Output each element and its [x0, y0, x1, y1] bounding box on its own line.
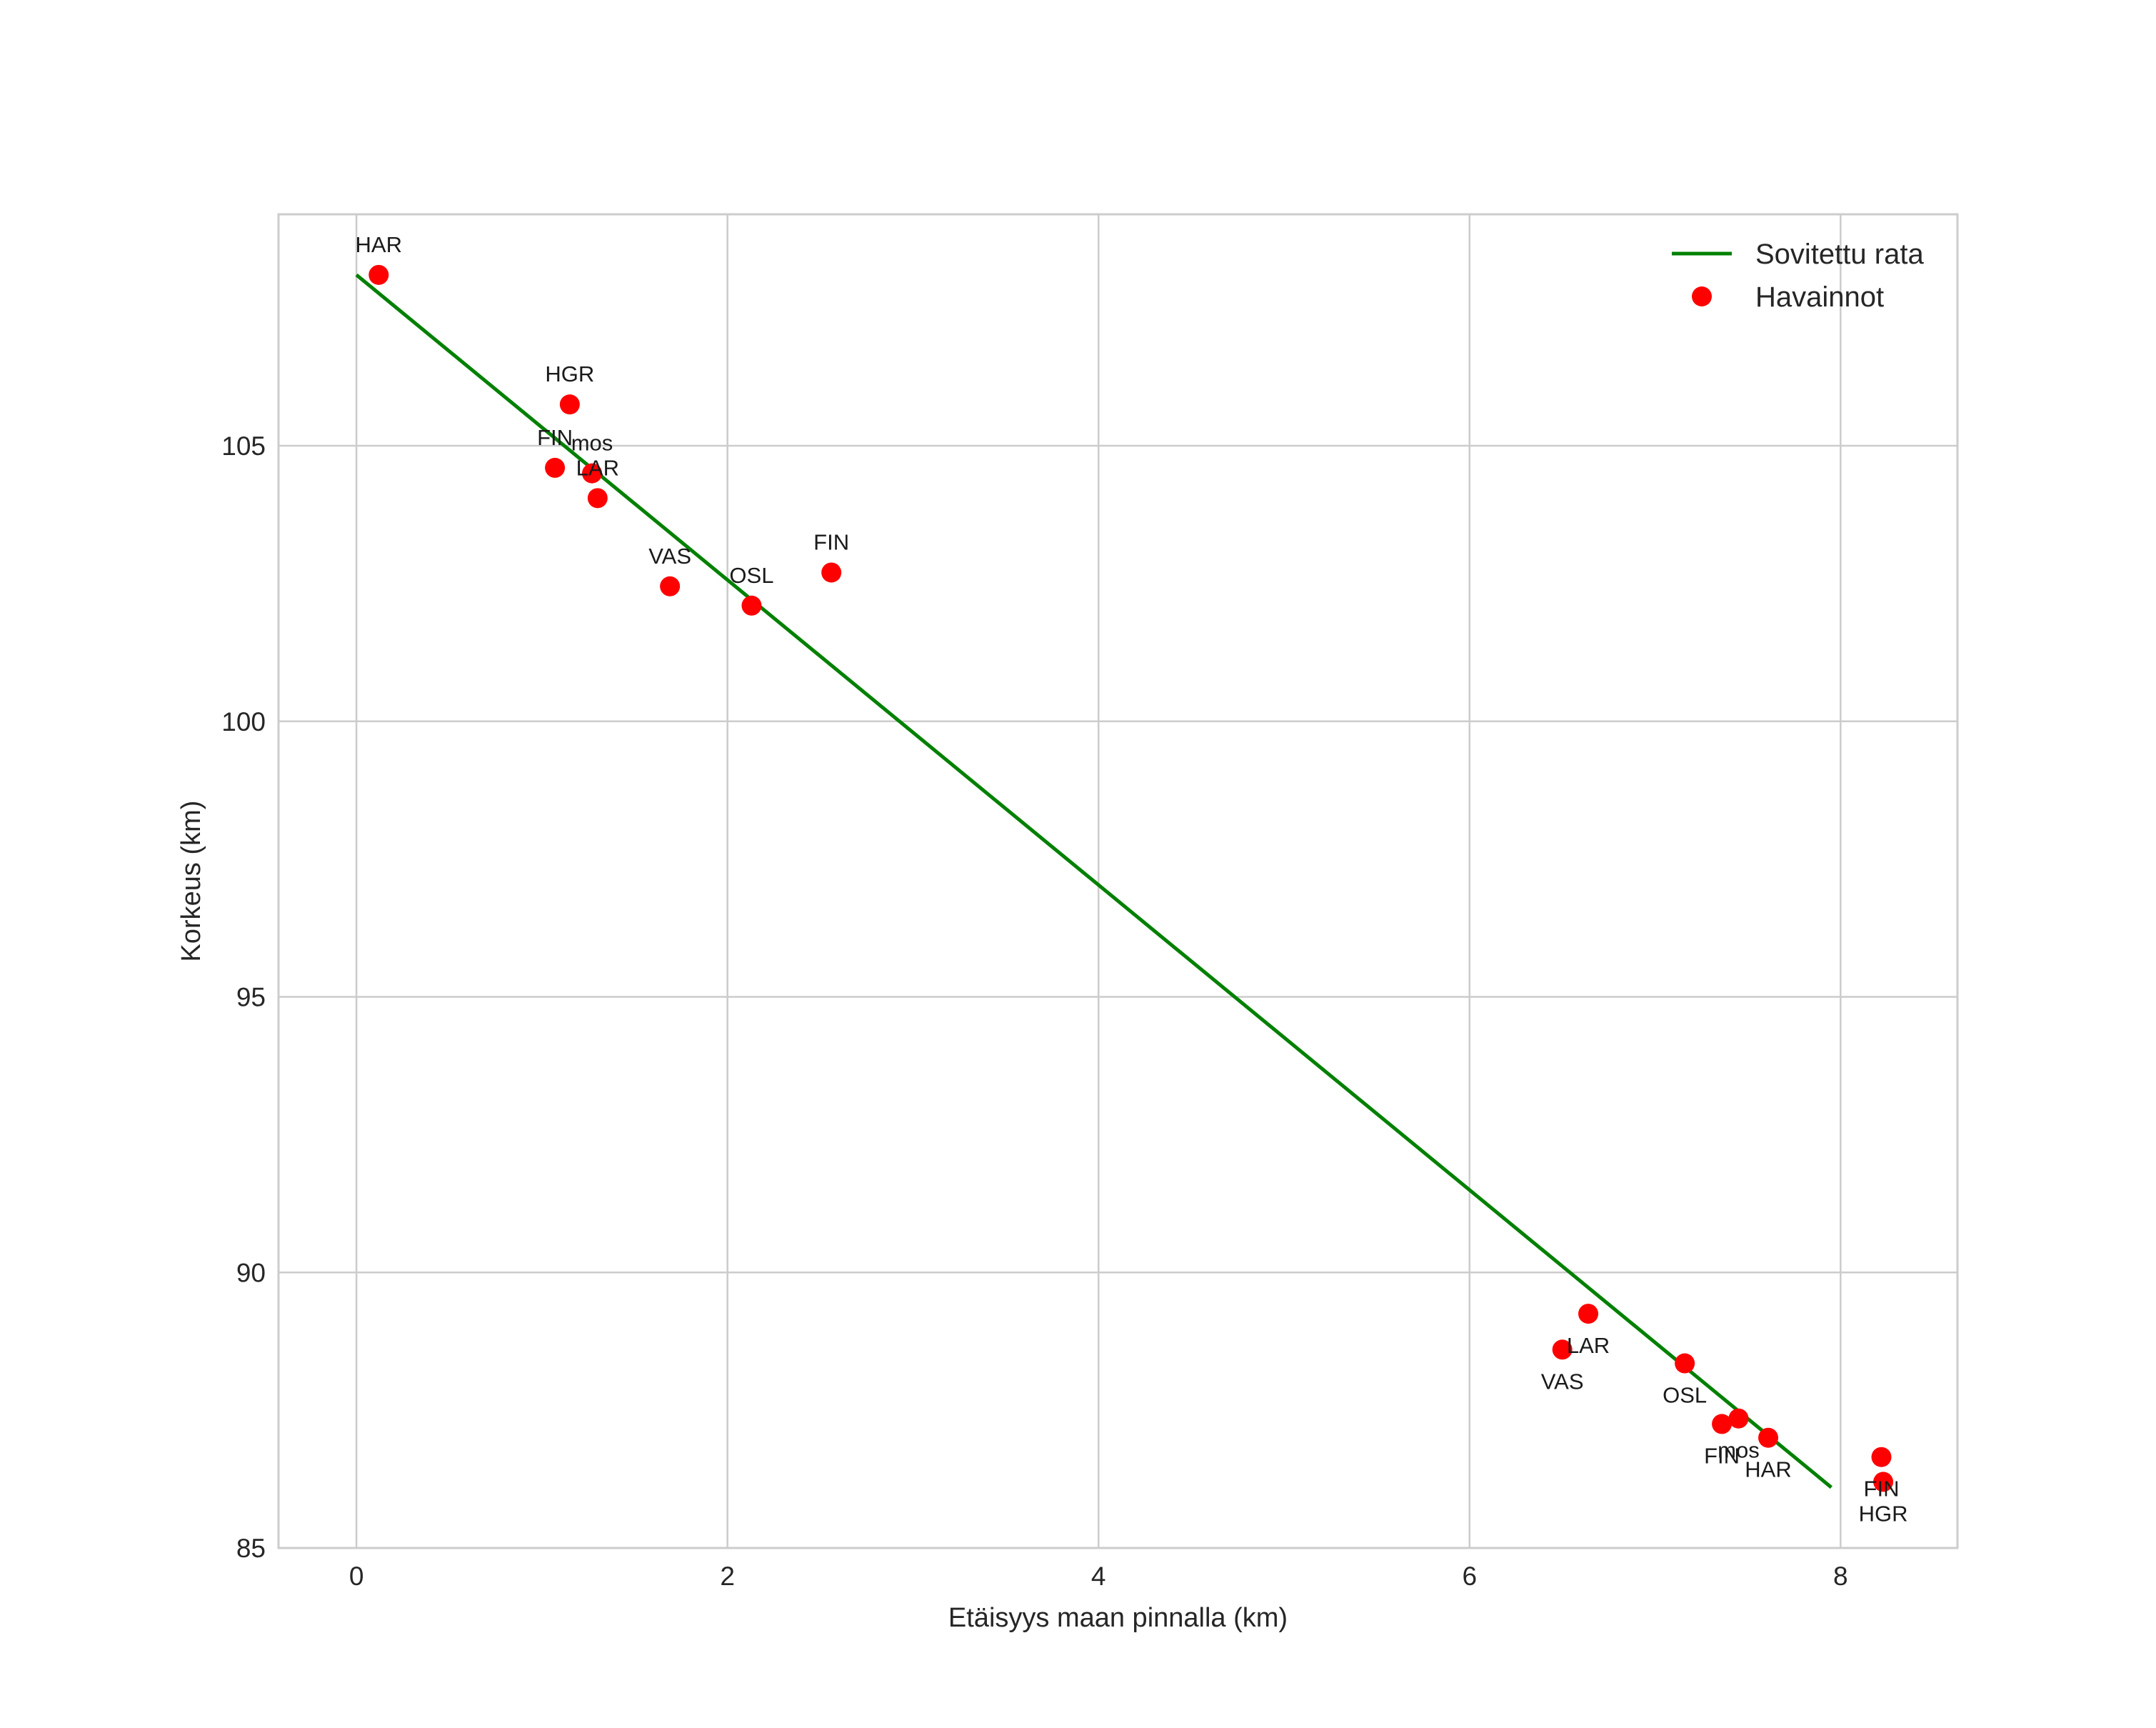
observation-label: FIN: [537, 425, 573, 450]
observation-label: HAR: [356, 232, 402, 257]
legend-marker-swatch: [1692, 286, 1712, 306]
observation-point: [1552, 1339, 1573, 1360]
x-axis-ticks: 0 2 4 6 8: [349, 1562, 1848, 1591]
observation-point: [582, 463, 603, 484]
y-tick-label: 105: [221, 431, 266, 461]
observation-point: [587, 488, 608, 509]
legend-label-observations: Havainnot: [1755, 281, 1884, 313]
plot-background: [279, 214, 1957, 1548]
observations-series: [368, 264, 1894, 1492]
x-tick-label: 0: [349, 1562, 364, 1591]
x-tick-label: 6: [1462, 1562, 1477, 1591]
x-tick-label: 4: [1091, 1562, 1106, 1591]
x-axis-label: Etäisyys maan pinnalla (km): [948, 1603, 1288, 1633]
observation-label: FIN: [1864, 1477, 1900, 1502]
observation-label: VAS: [648, 544, 691, 569]
observation-point: [1728, 1408, 1749, 1429]
observation-label: LAR: [1567, 1333, 1610, 1358]
fitted-trajectory-line: [355, 273, 1832, 1489]
observation-label: HGR: [545, 361, 594, 386]
fitted-trajectory-series: [355, 273, 1832, 1489]
y-tick-label: 100: [221, 707, 266, 736]
observation-point: [741, 595, 762, 616]
observation-label: FIN: [1704, 1443, 1740, 1468]
x-tick-label: 2: [720, 1562, 735, 1591]
y-axis-ticks: 85 90 95 100 105: [221, 431, 266, 1563]
observation-point: [545, 457, 566, 478]
y-tick-label: 90: [236, 1258, 266, 1287]
observation-labels: HARHGRFINmosLARVASOSLFINLARVASOSLFINmosH…: [356, 232, 1908, 1527]
observation-label: OSL: [729, 563, 773, 588]
plot-area: HARHGRFINmosLARVASOSLFINLARVASOSLFINmosH…: [277, 213, 1959, 1549]
observation-label: mos: [571, 431, 613, 456]
observation-point: [1675, 1353, 1695, 1374]
observation-label: HAR: [1745, 1457, 1791, 1482]
observation-label: OSL: [1663, 1383, 1707, 1408]
y-tick-label: 95: [236, 983, 266, 1012]
observation-point: [1873, 1472, 1894, 1492]
observation-point: [368, 264, 389, 285]
observation-point: [1871, 1447, 1892, 1467]
observation-point: [1712, 1414, 1733, 1434]
observation-label: HGR: [1859, 1501, 1908, 1526]
observation-point: [660, 576, 681, 596]
observation-point: [559, 394, 580, 415]
x-tick-label: 8: [1833, 1562, 1848, 1591]
observation-label: mos: [1718, 1438, 1760, 1463]
observation-point: [1578, 1304, 1599, 1324]
y-axis-label: Korkeus (km): [176, 801, 206, 962]
observation-label: VAS: [1541, 1369, 1584, 1394]
vertical-gridlines: [355, 214, 1842, 1548]
observation-point: [821, 562, 842, 583]
observation-label: FIN: [813, 529, 849, 554]
plot-frame: [277, 213, 1959, 1549]
y-tick-label: 85: [236, 1534, 266, 1563]
legend: Sovitettu rata Havainnot: [1672, 239, 1924, 313]
legend-label-fitted-trajectory: Sovitettu rata: [1755, 239, 1924, 270]
observation-label: LAR: [576, 455, 619, 480]
observation-point: [1758, 1427, 1779, 1448]
